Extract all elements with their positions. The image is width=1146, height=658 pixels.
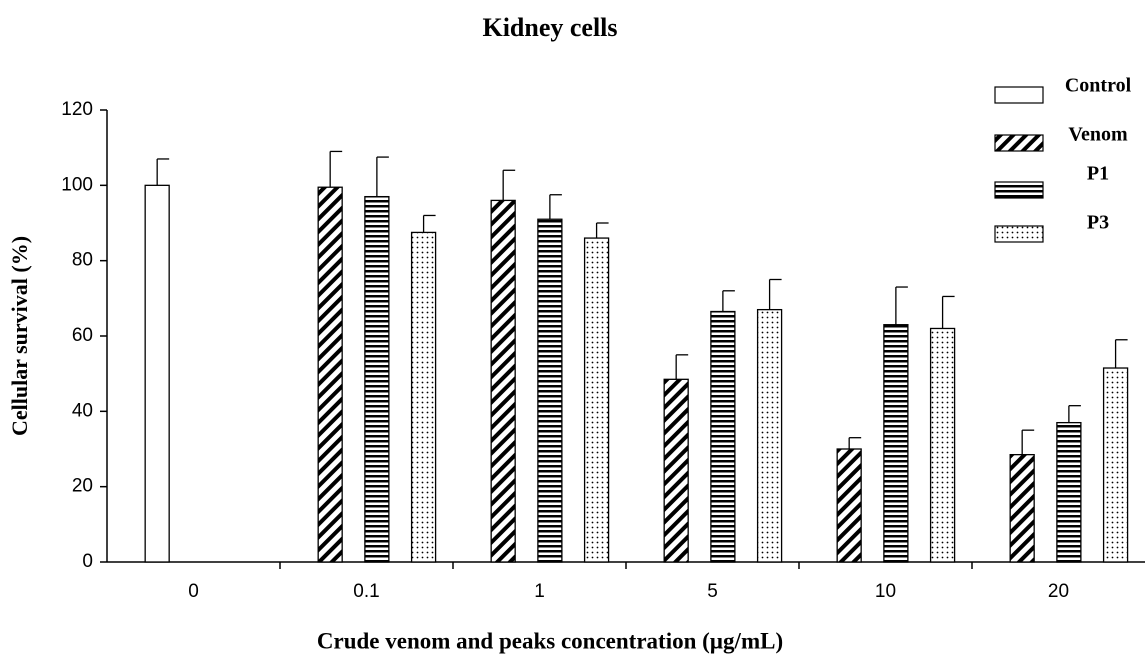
legend-swatch	[994, 86, 1044, 104]
bar	[929, 327, 956, 563]
bar	[710, 310, 736, 563]
bar	[490, 199, 516, 563]
x-tick-label: 0.1	[353, 581, 379, 602]
y-axis-label: Cellular survival (%)	[7, 236, 32, 436]
y-tick-label: 40	[72, 400, 93, 421]
bar	[836, 448, 862, 563]
chart-title: Kidney cells	[482, 13, 617, 42]
bar	[317, 186, 343, 563]
x-axis-label: Crude venom and peaks concentration (µg/…	[317, 628, 783, 653]
x-tick-label: 10	[875, 581, 896, 602]
y-tick-label: 100	[61, 174, 93, 195]
y-tick-label: 20	[72, 476, 93, 497]
bar	[1102, 367, 1129, 563]
x-tick-label: 5	[707, 581, 718, 602]
legend-swatch	[994, 225, 1044, 243]
legend-label: Control	[1065, 75, 1132, 97]
bar	[583, 237, 610, 563]
x-tick-label: 1	[534, 581, 545, 602]
legend-label: P1	[1087, 163, 1109, 185]
bar	[1056, 421, 1082, 563]
legend-label: P3	[1087, 212, 1109, 234]
bar	[537, 218, 563, 563]
y-tick-label: 0	[82, 551, 93, 572]
legend-swatch	[994, 181, 1044, 199]
bar	[1009, 453, 1035, 563]
bar	[756, 308, 783, 563]
x-tick-label: 0	[188, 581, 199, 602]
y-tick-label: 80	[72, 250, 93, 271]
bar	[410, 231, 437, 563]
x-tick-label: 20	[1048, 581, 1069, 602]
legend-swatch	[994, 134, 1044, 152]
bar	[364, 195, 390, 563]
bar	[144, 184, 170, 563]
bar	[883, 324, 909, 563]
bar	[663, 378, 689, 563]
y-tick-label: 120	[61, 99, 93, 120]
legend-label: Venom	[1068, 124, 1128, 146]
y-tick-label: 60	[72, 325, 93, 346]
